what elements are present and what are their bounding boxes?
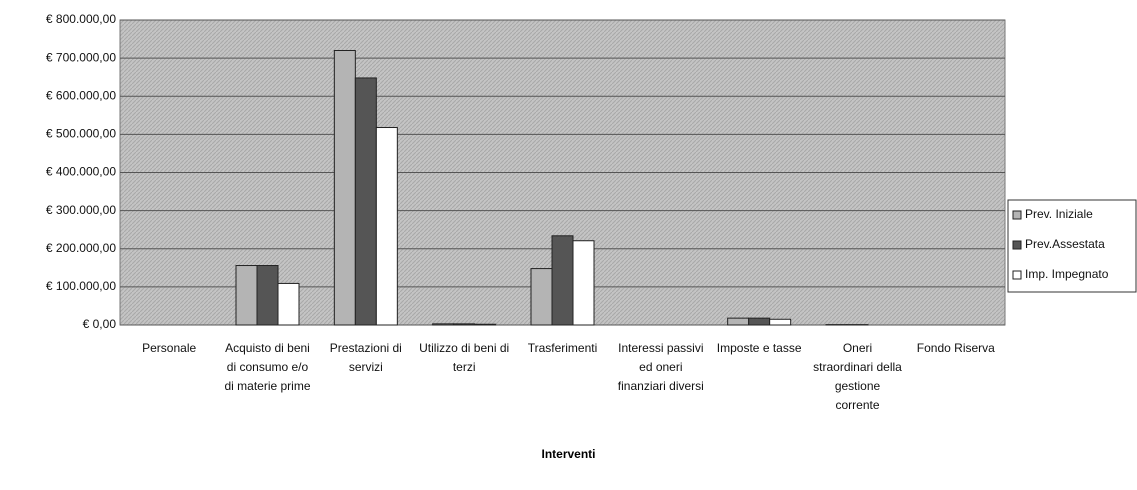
bar — [572, 240, 595, 326]
bar — [453, 323, 476, 326]
x-tick-label: Utilizzo di beni di terzi — [419, 341, 510, 374]
x-axis-label: Interventi — [541, 447, 596, 461]
legend-swatch — [1012, 270, 1022, 280]
legend-label: Prev. Iniziale — [1025, 207, 1093, 221]
y-tick-label: € 200.000,00 — [46, 241, 116, 255]
x-tick-label: Trasferimenti — [527, 341, 598, 355]
x-tick-label: Oneri straordinari della gestione corren… — [813, 341, 902, 412]
bar — [748, 317, 771, 326]
bar — [727, 317, 750, 326]
legend-label: Imp. Impegnato — [1025, 267, 1109, 281]
y-tick-label: € 500.000,00 — [46, 127, 116, 141]
y-tick-label: € 400.000,00 — [46, 165, 116, 179]
y-tick-label: € 300.000,00 — [46, 203, 116, 217]
bar — [474, 323, 497, 326]
legend-label: Prev.Assestata — [1025, 237, 1105, 251]
y-tick-label: € 0,00 — [83, 317, 117, 331]
x-tick-label: Prestazioni di servizi — [329, 341, 402, 374]
bar — [333, 50, 356, 326]
bar — [432, 323, 455, 326]
bar — [235, 265, 258, 326]
x-tick-label: Fondo Riserva — [916, 341, 995, 355]
y-tick-label: € 600.000,00 — [46, 88, 116, 102]
bar — [375, 127, 398, 326]
bar — [551, 235, 574, 326]
bar — [277, 282, 300, 326]
bar — [769, 318, 792, 326]
legend-box — [1007, 199, 1137, 293]
bar — [256, 265, 279, 326]
x-tick-label: Personale — [142, 341, 197, 355]
legend-swatch — [1012, 210, 1022, 220]
bar — [354, 77, 377, 326]
y-tick-label: € 800.000,00 — [46, 12, 116, 26]
y-tick-label: € 100.000,00 — [46, 279, 116, 293]
x-tick-label: Interessi passivi ed oneri finanziari di… — [617, 341, 704, 393]
legend-swatch — [1012, 240, 1022, 250]
bar — [530, 268, 553, 326]
y-tick-label: € 700.000,00 — [46, 50, 116, 64]
x-tick-label: Acquisto di beni di consumo e/o di mater… — [224, 341, 311, 393]
x-tick-label: Imposte e tasse — [716, 341, 802, 355]
